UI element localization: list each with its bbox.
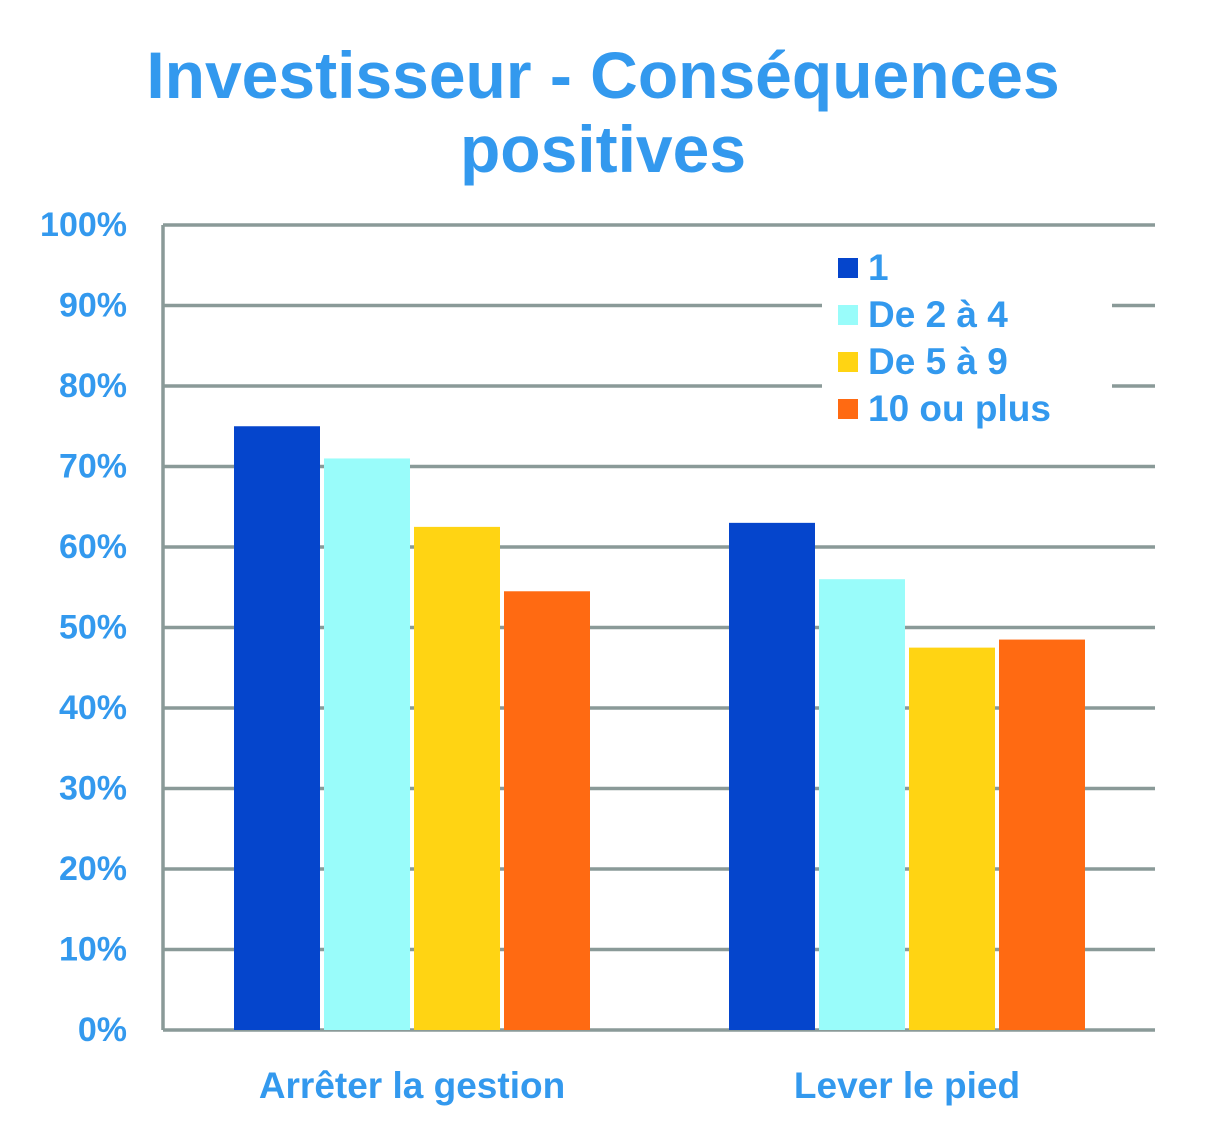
bar-lever-series-4: [999, 639, 1085, 1030]
bar-layer: [234, 426, 1085, 1030]
y-tick-label: 10%: [59, 931, 127, 969]
y-tick-label: 70%: [59, 448, 127, 486]
y-tick-label: 60%: [59, 528, 127, 566]
label-layer: 0% 10% 20% 30% 40% 50% 60% 70% 80% 90% 100% Arrêter…: [40, 206, 1020, 1106]
bar-lever-series-1: [729, 522, 815, 1030]
bar-arreter-series-1: [234, 426, 320, 1030]
legend-swatch: [838, 399, 858, 419]
legend-swatch: [838, 305, 858, 325]
legend-label: 1: [868, 247, 889, 288]
bar-arreter-series-2: [324, 458, 410, 1030]
x-category-label: Arrêter la gestion: [259, 1065, 565, 1106]
chart-title-line-2: positives: [459, 112, 747, 186]
legend-label: 10 ou plus: [868, 388, 1051, 429]
legend-swatch: [838, 258, 858, 278]
bar-arreter-series-3: [414, 526, 500, 1030]
bar-lever-series-2: [819, 579, 905, 1030]
y-tick-label: 90%: [59, 287, 127, 325]
bar-lever-series-3: [909, 647, 995, 1030]
chart-title-line-1: Investisseur - Conséquences: [146, 38, 1060, 112]
legend: 1 De 2 à 4 De 5 à 9 10 ou plus: [822, 245, 1112, 435]
legend-label: De 5 à 9: [868, 341, 1008, 382]
y-tick-label: 50%: [59, 609, 127, 647]
legend-background: [822, 245, 1112, 435]
y-tick-label: 80%: [59, 367, 127, 405]
chart-title: Investisseur - Conséquences positives: [0, 38, 1206, 186]
legend-swatch: [838, 352, 858, 372]
y-tick-label: 100%: [40, 206, 127, 244]
bar-arreter-series-4: [504, 591, 590, 1030]
legend-label: De 2 à 4: [868, 294, 1008, 335]
y-tick-label: 20%: [59, 850, 127, 888]
x-category-label: Lever le pied: [794, 1065, 1020, 1106]
y-tick-label: 40%: [59, 689, 127, 727]
y-tick-label: 30%: [59, 770, 127, 808]
y-tick-label: 0%: [78, 1011, 127, 1049]
